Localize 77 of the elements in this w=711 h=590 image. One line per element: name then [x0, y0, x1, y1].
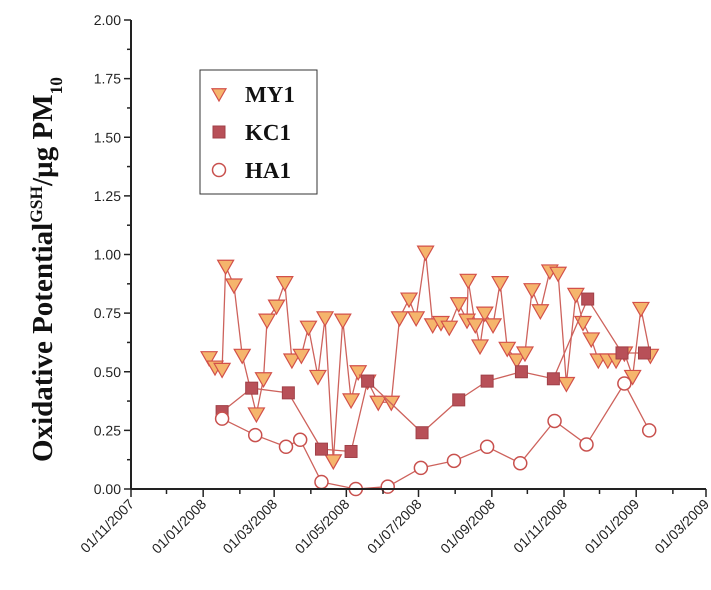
point — [492, 276, 509, 292]
point — [214, 411, 230, 426]
point — [514, 365, 528, 378]
point — [617, 376, 632, 391]
point — [547, 414, 562, 428]
point — [278, 440, 294, 454]
point — [498, 342, 516, 357]
point — [416, 426, 429, 440]
y-tick-label: 1.50 — [94, 129, 122, 146]
point — [546, 372, 560, 386]
legend-label: KC1 — [245, 120, 291, 145]
point — [314, 442, 328, 456]
point — [574, 316, 592, 332]
point — [254, 372, 272, 388]
point — [292, 432, 308, 448]
point — [324, 454, 342, 470]
point — [342, 393, 360, 408]
point — [414, 460, 428, 476]
point — [217, 260, 234, 275]
point — [417, 246, 434, 261]
y-tick-label: 0.75 — [94, 305, 122, 322]
point — [314, 474, 329, 490]
legend-label: HA1 — [245, 158, 291, 183]
point — [446, 454, 462, 468]
point — [300, 320, 318, 336]
point — [344, 444, 358, 458]
point — [567, 288, 584, 303]
point — [484, 318, 502, 334]
point — [450, 297, 468, 312]
point — [334, 314, 352, 329]
point — [248, 428, 262, 442]
point — [370, 396, 387, 411]
point — [460, 274, 477, 289]
point — [624, 370, 642, 386]
point — [466, 318, 484, 334]
point — [245, 382, 258, 395]
point — [214, 362, 231, 378]
point — [516, 346, 534, 362]
point — [558, 376, 575, 392]
point — [400, 292, 418, 308]
point — [309, 370, 327, 386]
point — [476, 306, 494, 322]
point — [234, 348, 251, 364]
point — [550, 266, 567, 282]
point — [350, 365, 367, 380]
point — [452, 393, 466, 406]
point — [642, 423, 656, 438]
point — [248, 407, 266, 423]
y-tick-label: 0.25 — [94, 422, 122, 438]
point — [258, 314, 276, 329]
point — [292, 348, 310, 364]
point — [532, 304, 549, 320]
point — [523, 283, 541, 298]
y-tick-label: 1.00 — [94, 246, 122, 262]
y-tick-label: 0.00 — [94, 481, 122, 497]
point — [276, 276, 294, 292]
y-tick-label: 1.75 — [94, 70, 122, 87]
point — [582, 332, 600, 348]
y-tick-label: 2.00 — [94, 12, 122, 28]
point — [225, 278, 243, 294]
y-tick-label: 1.25 — [94, 188, 122, 204]
point — [390, 311, 408, 326]
point — [632, 302, 650, 318]
y-tick-label: 0.50 — [94, 364, 122, 380]
legend-label: MY1 — [245, 82, 295, 107]
point — [579, 437, 594, 452]
point — [581, 292, 594, 306]
point — [480, 374, 494, 388]
point — [440, 320, 458, 336]
point — [408, 311, 425, 326]
point — [268, 299, 286, 315]
point — [282, 386, 295, 400]
point — [471, 339, 489, 355]
point — [513, 456, 528, 470]
point — [638, 346, 651, 360]
point — [480, 440, 494, 454]
point — [316, 311, 334, 326]
